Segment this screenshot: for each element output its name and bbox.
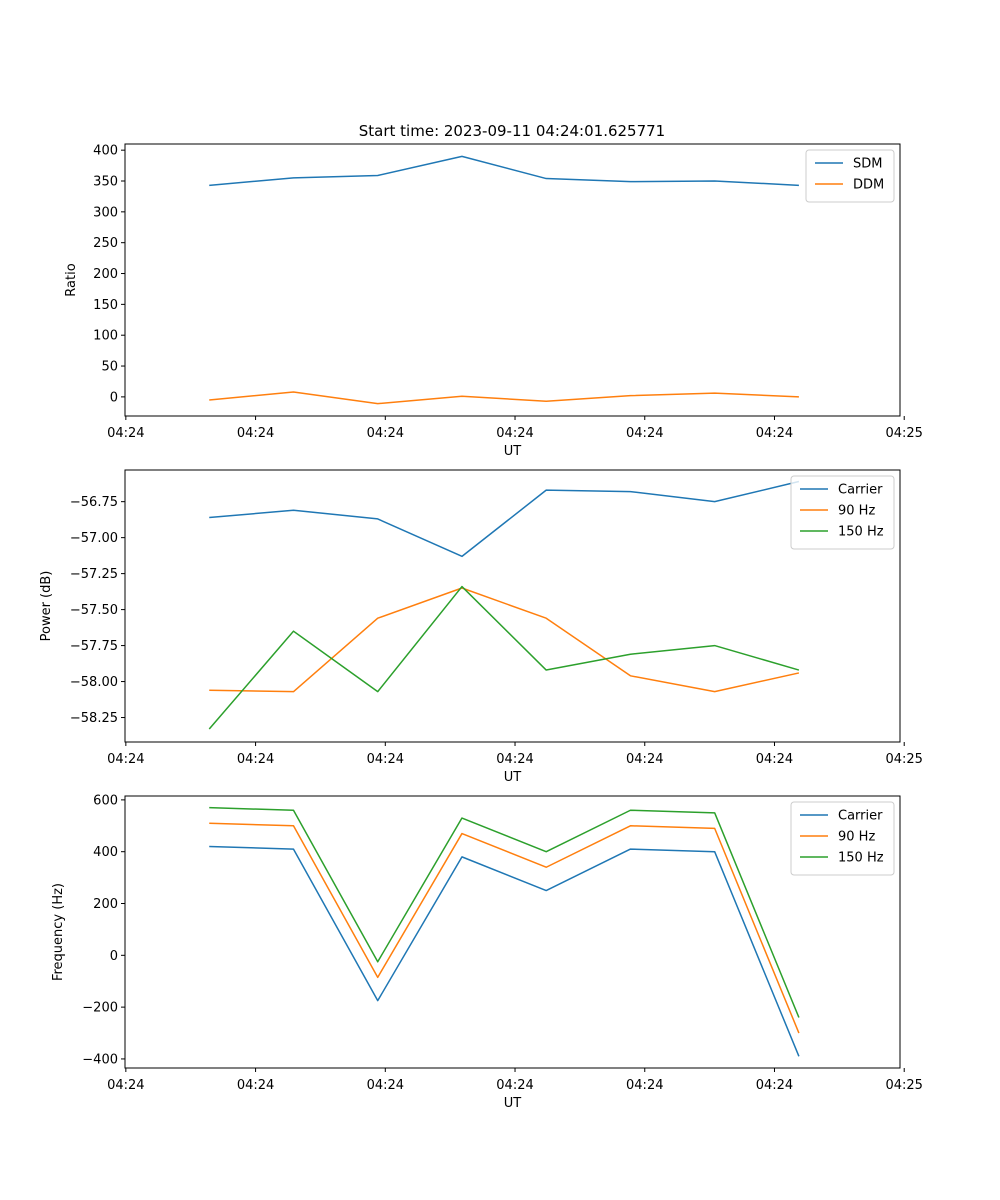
frequency-legend: Carrier 90 Hz 150 Hz <box>790 801 895 876</box>
power-legend-label: 90 Hz <box>838 504 875 519</box>
power-ytick-label: −57.25 <box>70 567 118 582</box>
frequency-plot: −400 −200 0 200 400 600 04:24 04:24 04:24 04:24 04… <box>51 793 923 1111</box>
frequency-xtick-label: 04:24 <box>107 1078 144 1093</box>
frequency-legend-label: Carrier <box>838 809 883 824</box>
power-ytick-label: −56.75 <box>70 495 118 510</box>
power-xtick-label: 04:24 <box>367 752 404 767</box>
power-y-axis-label: Power (dB) <box>39 571 54 642</box>
power-xtick-label: 04:24 <box>237 752 274 767</box>
power-ytick-label: −58.25 <box>70 711 118 726</box>
ratio-x-axis-label: UT <box>504 444 522 459</box>
frequency-legend-label: 90 Hz <box>838 830 875 845</box>
power-axes-frame <box>124 469 901 743</box>
frequency-ytick-label: −400 <box>82 1052 118 1067</box>
frequency-xtick-label: 04:24 <box>496 1078 533 1093</box>
power-legend: Carrier 90 Hz 150 Hz <box>790 475 895 550</box>
frequency-xtick-label: 04:24 <box>626 1078 663 1093</box>
power-ytick-label: −57.00 <box>70 531 118 546</box>
frequency-xtick-label: 04:24 <box>237 1078 274 1093</box>
power-ytick-label: −57.50 <box>70 603 118 618</box>
power-ytick-label: −57.75 <box>70 639 118 654</box>
frequency-xtick-label: 04:25 <box>885 1078 922 1093</box>
frequency-y-axis-label: Frequency (Hz) <box>51 883 66 981</box>
ratio-ytick-label: 250 <box>93 236 118 251</box>
frequency-ytick-label: 0 <box>110 949 118 964</box>
ratio-legend-label: DDM <box>853 178 884 193</box>
ratio-xtick-label: 04:24 <box>107 426 144 441</box>
ratio-plot: 0 50 100 150 200 250 300 350 400 04:24 04:24 04:24 0… <box>64 143 923 459</box>
frequency-axes-frame <box>124 795 901 1069</box>
frequency-xtick-label: 04:24 <box>367 1078 404 1093</box>
power-plot: −58.25 −58.00 −57.75 −57.50 −57.25 −57.00 −56.… <box>39 469 923 785</box>
frequency-xtick-label: 04:24 <box>756 1078 793 1093</box>
power-xtick-label: 04:25 <box>885 752 922 767</box>
ratio-ytick-label: 150 <box>93 298 118 313</box>
frequency-ytick-label: −200 <box>82 1001 118 1016</box>
ratio-ytick-label: 0 <box>110 390 118 405</box>
frequency-ytick-label: 600 <box>93 793 118 808</box>
ratio-ytick-label: 100 <box>93 329 118 344</box>
ratio-ytick-label: 300 <box>93 205 118 220</box>
power-xtick-label: 04:24 <box>626 752 663 767</box>
ratio-xtick-label: 04:25 <box>885 426 922 441</box>
frequency-series-90-hz <box>209 822 800 1034</box>
ratio-ytick-label: 50 <box>101 360 118 375</box>
ratio-legend-label: SDM <box>853 157 882 172</box>
ratio-xtick-label: 04:24 <box>756 426 793 441</box>
ratio-xtick-label: 04:24 <box>367 426 404 441</box>
power-xtick-label: 04:24 <box>496 752 533 767</box>
ratio-ytick-label: 200 <box>93 267 118 282</box>
ratio-y-axis-label: Ratio <box>64 263 79 296</box>
frequency-series-carrier <box>209 845 800 1057</box>
ratio-series-sdm <box>209 155 799 187</box>
frequency-ytick-label: 200 <box>93 897 118 912</box>
ratio-series-ddm <box>209 391 799 405</box>
frequency-legend-label: 150 Hz <box>838 851 884 866</box>
ratio-ytick-label: 400 <box>93 144 118 159</box>
figure-title: Start time: 2023-09-11 04:24:01.625771 <box>359 122 665 140</box>
frequency-series-150-hz <box>209 806 800 1018</box>
power-series-90-hz <box>209 587 800 693</box>
power-legend-label: Carrier <box>838 483 883 498</box>
ratio-ytick-label: 350 <box>93 175 118 190</box>
power-legend-label: 150 Hz <box>838 525 884 540</box>
power-xtick-label: 04:24 <box>756 752 793 767</box>
ratio-legend: SDM DDM <box>805 149 895 203</box>
power-series-carrier <box>209 480 800 558</box>
power-ytick-label: −58.00 <box>70 675 118 690</box>
ratio-xtick-label: 04:24 <box>626 426 663 441</box>
frequency-x-axis-label: UT <box>504 1096 522 1111</box>
power-x-axis-label: UT <box>504 770 522 785</box>
frequency-ytick-label: 400 <box>93 845 118 860</box>
ratio-axes-frame <box>124 143 901 417</box>
ratio-xtick-label: 04:24 <box>237 426 274 441</box>
power-xtick-label: 04:24 <box>107 752 144 767</box>
power-series-150-hz <box>208 585 800 730</box>
ratio-xtick-label: 04:24 <box>496 426 533 441</box>
